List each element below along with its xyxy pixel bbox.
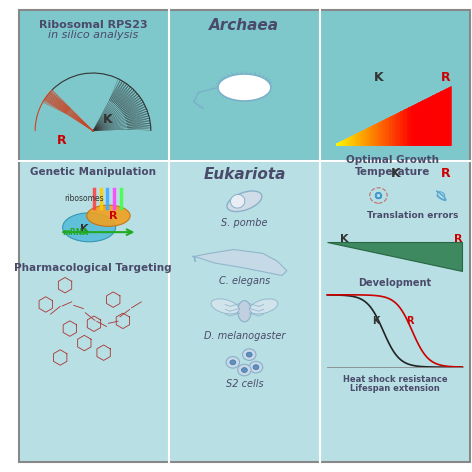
Text: S2 cells: S2 cells [226, 379, 263, 389]
Text: Translation errors: Translation errors [367, 211, 458, 220]
Ellipse shape [218, 74, 271, 101]
Text: mRNA: mRNA [62, 228, 88, 236]
Text: R: R [57, 134, 67, 147]
Text: R: R [406, 316, 414, 326]
Text: Genetic Manipulation: Genetic Manipulation [30, 167, 156, 177]
Text: R: R [454, 234, 463, 244]
Text: in silico analysis: in silico analysis [48, 30, 138, 40]
FancyBboxPatch shape [19, 10, 470, 161]
Text: K: K [391, 167, 401, 179]
FancyBboxPatch shape [19, 161, 470, 462]
Ellipse shape [250, 299, 278, 314]
Ellipse shape [211, 299, 239, 314]
Text: K: K [372, 316, 379, 326]
Text: R: R [441, 71, 451, 84]
Polygon shape [328, 242, 463, 271]
Text: Ribosomal RPS23: Ribosomal RPS23 [39, 20, 147, 30]
Text: Lifespan extension: Lifespan extension [350, 384, 440, 393]
Ellipse shape [230, 194, 245, 208]
Ellipse shape [63, 213, 116, 242]
Text: Pharmacological Targeting: Pharmacological Targeting [14, 263, 172, 273]
Ellipse shape [227, 191, 262, 211]
Text: Archaea: Archaea [210, 18, 279, 33]
Text: R: R [441, 167, 451, 179]
Text: R: R [109, 211, 118, 221]
Ellipse shape [243, 349, 256, 361]
Text: Optimal Growth
Temperature: Optimal Growth Temperature [346, 155, 439, 177]
Ellipse shape [87, 205, 130, 227]
Ellipse shape [246, 352, 252, 357]
Text: K: K [340, 234, 349, 244]
Text: Heat shock resistance: Heat shock resistance [343, 375, 447, 384]
Text: Eukariota: Eukariota [203, 167, 286, 182]
Text: Development: Development [358, 278, 431, 288]
Ellipse shape [226, 356, 240, 368]
Ellipse shape [230, 360, 236, 365]
Ellipse shape [237, 301, 251, 322]
Text: S. pombe: S. pombe [221, 218, 268, 228]
Ellipse shape [249, 362, 263, 373]
Text: D. melanogaster: D. melanogaster [204, 330, 285, 340]
Ellipse shape [242, 368, 247, 372]
Text: ribosomes: ribosomes [65, 194, 104, 203]
Ellipse shape [237, 364, 251, 376]
Polygon shape [192, 250, 287, 276]
Text: K: K [102, 113, 112, 126]
Text: K: K [374, 71, 383, 84]
Text: K: K [80, 224, 89, 234]
Text: C. elegans: C. elegans [219, 276, 270, 286]
Ellipse shape [253, 365, 259, 370]
